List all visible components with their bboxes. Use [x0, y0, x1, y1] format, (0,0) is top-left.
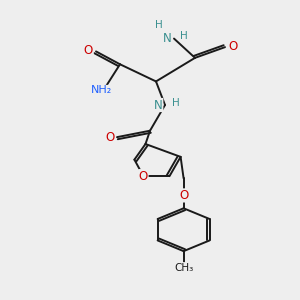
- Text: H: H: [172, 98, 179, 108]
- Text: H: H: [180, 31, 188, 41]
- Text: NH₂: NH₂: [92, 85, 112, 95]
- Text: CH₃: CH₃: [174, 262, 193, 273]
- Text: H: H: [155, 20, 163, 30]
- Text: O: O: [229, 40, 238, 52]
- Text: N: N: [154, 98, 163, 112]
- Text: O: O: [139, 169, 148, 183]
- Text: N: N: [163, 32, 172, 45]
- Text: O: O: [84, 44, 93, 57]
- Text: O: O: [106, 130, 115, 144]
- Text: O: O: [179, 189, 188, 202]
